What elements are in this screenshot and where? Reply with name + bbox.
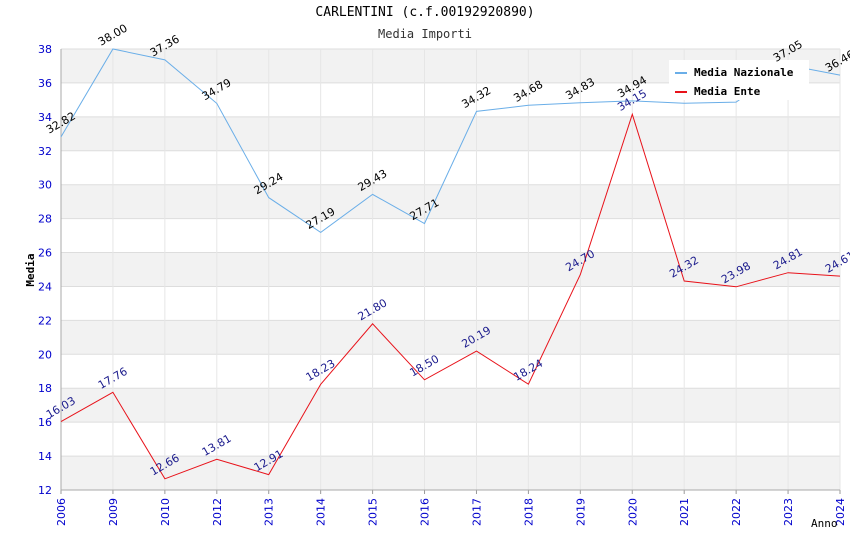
chart-subtitle: Media Importi	[378, 27, 472, 41]
y-tick-label: 30	[38, 179, 52, 192]
x-tick-label: 2009	[107, 498, 120, 526]
x-tick-label: 2018	[522, 498, 535, 526]
y-tick-label: 38	[38, 43, 52, 56]
y-tick-label: 14	[38, 450, 52, 463]
y-tick-label: 32	[38, 145, 52, 158]
x-tick-label: 2006	[55, 498, 68, 526]
x-tick-label: 2023	[782, 498, 795, 526]
x-axis-title: Anno	[811, 517, 838, 530]
y-tick-label: 16	[38, 416, 52, 429]
legend-label: Media Ente	[694, 85, 761, 98]
grid-band	[61, 388, 840, 423]
y-tick-label: 12	[38, 484, 52, 497]
x-tick-label: 2017	[470, 498, 483, 526]
x-tick-label: 2010	[159, 498, 172, 526]
grid-band	[61, 116, 840, 151]
x-tick-label: 2014	[315, 498, 328, 526]
x-tick-label: 2012	[211, 498, 224, 526]
data-label: 38.00	[96, 22, 130, 49]
grid-band	[61, 456, 840, 490]
x-tick-label: 2020	[626, 498, 639, 526]
legend-label: Media Nazionale	[694, 66, 794, 79]
x-tick-label: 2019	[574, 498, 587, 526]
y-tick-label: 36	[38, 77, 52, 90]
y-tick-label: 18	[38, 382, 52, 395]
y-tick-label: 22	[38, 314, 52, 327]
y-tick-label: 20	[38, 348, 52, 361]
grid-band	[61, 184, 840, 219]
y-tick-label: 28	[38, 213, 52, 226]
x-tick-label: 2015	[367, 498, 380, 526]
y-tick-label: 24	[38, 280, 52, 293]
grid-band	[61, 252, 840, 287]
series-line-media-ente	[60, 112, 841, 480]
y-axis-title: Media	[24, 253, 37, 286]
x-tick-label: 2016	[419, 498, 432, 526]
legend-box	[669, 60, 809, 100]
series-line-media-nazionale	[60, 48, 841, 234]
chart-title: CARLENTINI (c.f.00192920890)	[315, 5, 535, 20]
x-tick-label: 2022	[730, 498, 743, 526]
x-tick-label: 2021	[678, 498, 691, 526]
grid-band	[61, 320, 840, 355]
y-tick-label: 26	[38, 247, 52, 260]
y-tick-label: 34	[38, 111, 52, 124]
x-tick-label: 2024	[834, 498, 847, 526]
x-tick-label: 2013	[263, 498, 276, 526]
